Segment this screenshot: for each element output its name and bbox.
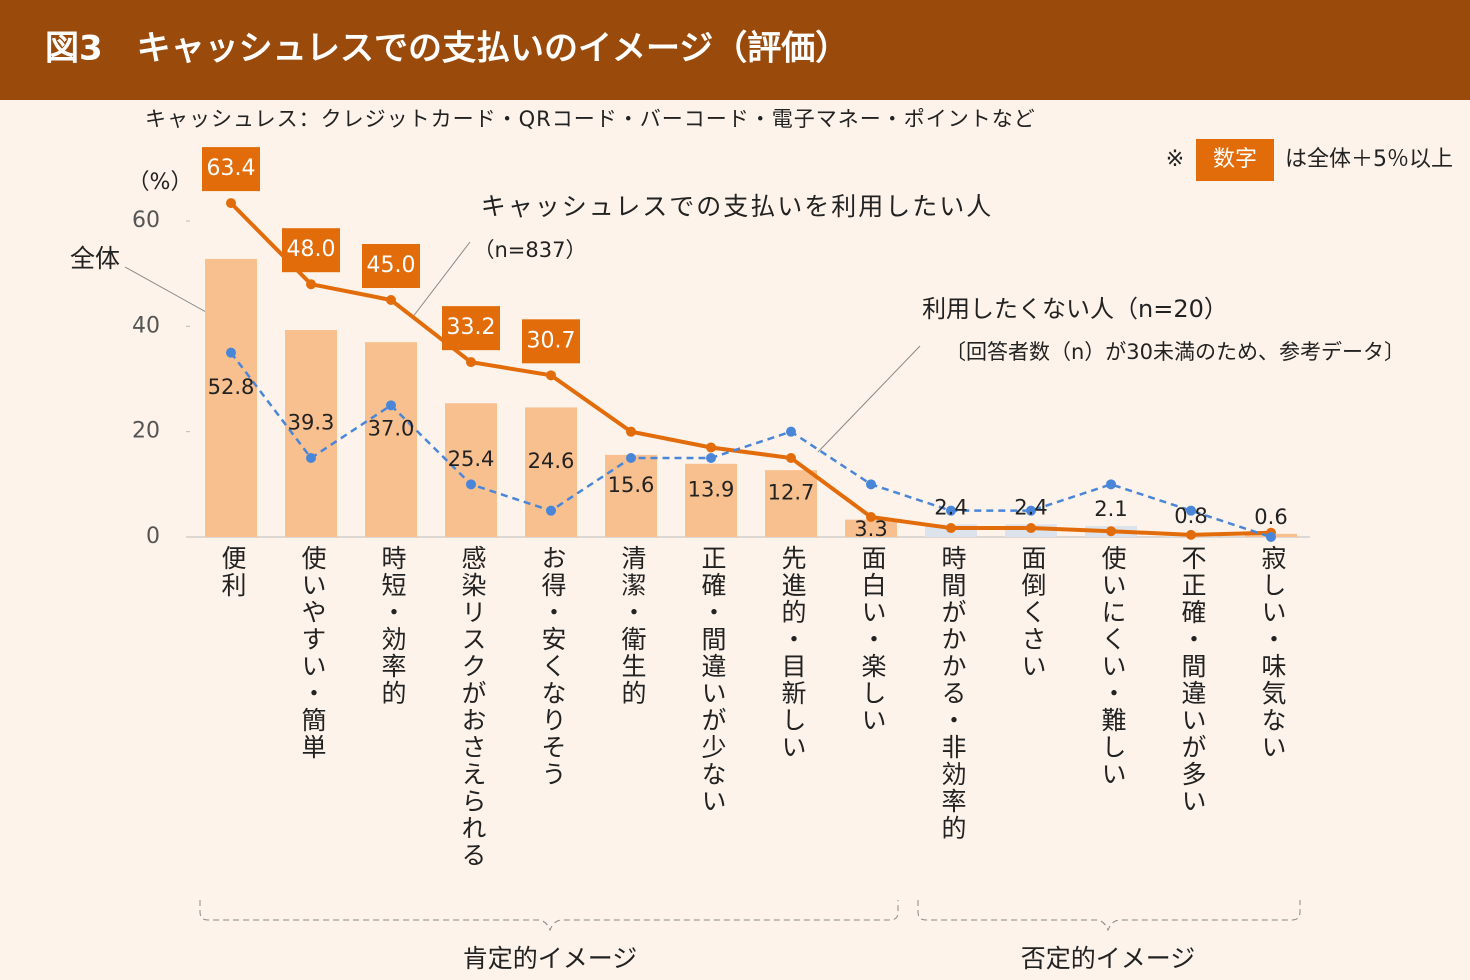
value-label: 2.4 [934, 495, 967, 519]
point [1186, 529, 1196, 540]
group-bracket [199, 900, 899, 932]
x-tick-label: 時間がかかる・非効率的 [938, 545, 967, 842]
point [306, 279, 316, 290]
group-label: 否定的イメージ [1021, 944, 1196, 973]
point [626, 426, 636, 437]
y-tick-label: 0 [146, 524, 160, 549]
point [466, 357, 476, 368]
point [786, 453, 796, 463]
point [946, 505, 956, 516]
subtitle: キャッシュレス：クレジットカード・QRコード・バーコード・電子マネー・ポイントな… [145, 107, 1036, 131]
group-label: 肯定的イメージ [463, 944, 638, 973]
value-label: 63.4 [207, 156, 256, 181]
point [946, 523, 956, 534]
value-label: 25.4 [448, 447, 495, 471]
value-label: 0.6 [1254, 505, 1287, 529]
point [306, 453, 316, 463]
value-label: 45.0 [367, 253, 416, 278]
point [386, 400, 396, 411]
x-tick-label: 寂しい・味気ない [1258, 545, 1287, 761]
chart-title: 図3 キャッシュレスでの支払いのイメージ（評価） [45, 29, 849, 69]
point [1026, 505, 1036, 516]
value-label: 15.6 [608, 473, 655, 497]
line [230, 351, 1272, 539]
label-box [202, 147, 260, 192]
point [1106, 526, 1116, 537]
point [1266, 532, 1276, 542]
value-label: 0.8 [1174, 504, 1207, 528]
point [706, 453, 716, 463]
y-tick-label: 20 [132, 419, 160, 444]
x-tick-label: 時短・効率的 [378, 545, 407, 707]
point [226, 198, 236, 209]
legend-want-n: （n=837） [474, 238, 587, 262]
point [386, 295, 396, 305]
bar [605, 454, 657, 537]
y-tick-label: 60 [132, 208, 160, 233]
legend-notwant: 利用したくない人（n=20） [922, 295, 1228, 323]
x-tick-label: 便利 [218, 545, 247, 599]
y-unit: （%） [128, 170, 193, 195]
x-tick-label: 使いにくい・難しい [1098, 545, 1127, 788]
bar [685, 463, 737, 537]
point [466, 479, 476, 490]
x-tick-label: 面白い・楽しい [858, 545, 887, 734]
value-label: 2.1 [1094, 497, 1127, 521]
point [1186, 505, 1196, 516]
bar [205, 258, 257, 537]
value-label: 2.4 [1014, 495, 1047, 519]
label-box [282, 228, 340, 273]
x-tick-label: 使いやすい・簡単 [298, 545, 327, 761]
note-box [1196, 139, 1274, 181]
x-tick-label: 面倒くさい [1018, 545, 1047, 680]
x-tick-label: お得・安くなりそう [538, 545, 567, 788]
value-label: 48.0 [287, 237, 336, 262]
line [229, 201, 1272, 537]
point [706, 442, 716, 453]
value-label: 30.7 [527, 328, 576, 353]
value-label: 12.7 [768, 481, 815, 505]
note-box-text: 数字 [1213, 147, 1257, 172]
value-label: 33.2 [447, 315, 496, 340]
x-tick-label: 正確・間違いが少ない [698, 545, 727, 815]
label-box [522, 319, 580, 364]
point [626, 453, 636, 463]
point [1026, 523, 1036, 534]
bar [765, 470, 817, 537]
point [866, 479, 876, 490]
value-label: 3.3 [854, 517, 887, 541]
value-label: 37.0 [368, 417, 415, 441]
point [866, 511, 876, 522]
value-label: 39.3 [288, 411, 335, 435]
value-label: 13.9 [688, 477, 735, 501]
leader [124, 266, 207, 313]
leader [411, 241, 471, 319]
x-tick-label: 不正確・間違いが多い [1178, 545, 1207, 815]
bar [365, 342, 417, 537]
point [226, 347, 236, 358]
value-label: 52.8 [208, 375, 255, 399]
label-box [362, 244, 420, 288]
point [1106, 479, 1116, 490]
label-box [442, 306, 500, 351]
x-tick-label: 感染リスクがおさえられる [458, 545, 487, 869]
group-bracket [917, 900, 1301, 932]
y-tick-label: 40 [132, 313, 160, 338]
point [786, 426, 796, 437]
value-label: 24.6 [528, 449, 575, 473]
note-mark: ※ [1166, 147, 1184, 172]
x-tick-label: 清潔・衛生的 [618, 545, 647, 707]
legend-want: キャッシュレスでの支払いを利用したい人 [481, 192, 994, 221]
x-tick-label: 先進的・目新しい [778, 545, 807, 761]
legend-total: 全体 [70, 244, 120, 273]
leader [817, 345, 921, 453]
header-bar [0, 0, 1470, 100]
bar [445, 403, 497, 537]
point [546, 370, 556, 381]
point [546, 505, 556, 516]
legend-notwant-note: 〔回答者数（n）が30未満のため、参考データ〕 [945, 340, 1405, 364]
bar [845, 519, 897, 537]
note-text: は全体＋5％以上 [1285, 147, 1453, 172]
